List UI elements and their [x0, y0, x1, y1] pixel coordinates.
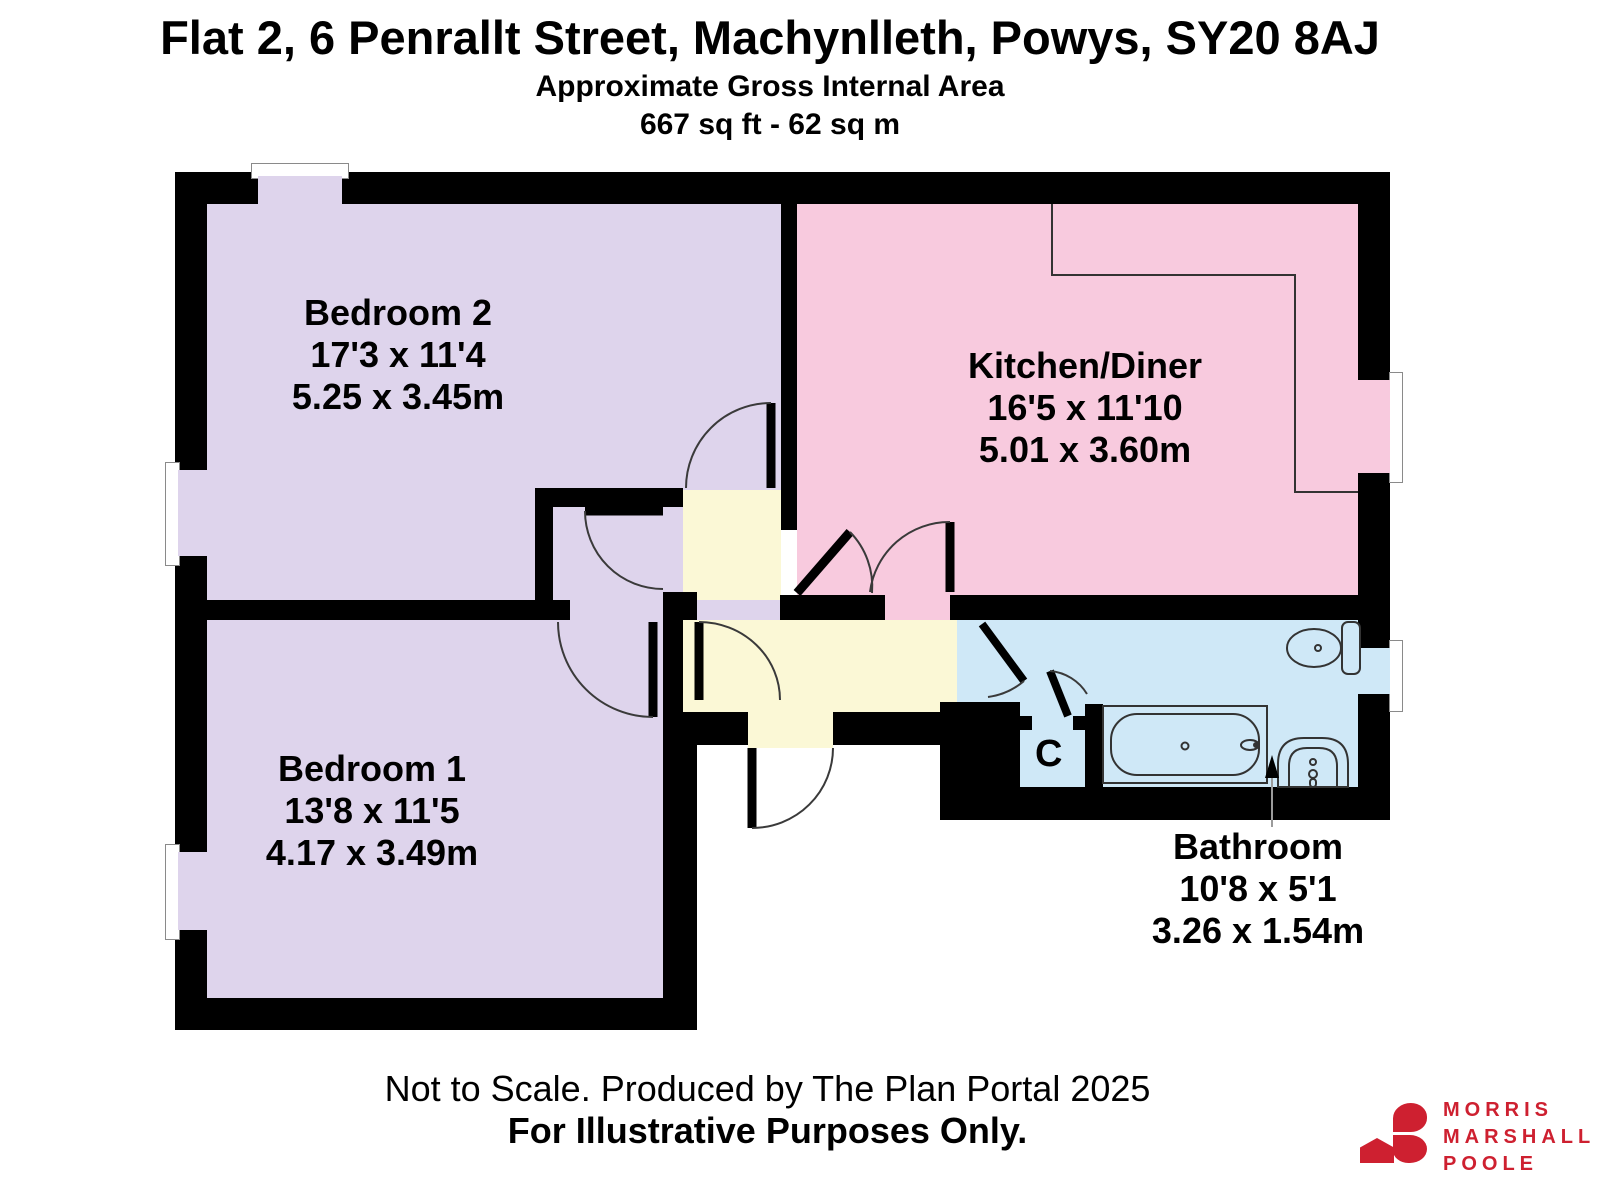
- label-bedroom-2: Bedroom 2 17'3 x 11'4 5.25 x 3.45m: [292, 292, 504, 418]
- door-arc-bathroom: [987, 680, 1025, 698]
- door-arc-passage: [698, 621, 781, 701]
- wall: [663, 620, 683, 712]
- door-arc-cupboard: [1049, 670, 1088, 695]
- room-name: Bedroom 1: [277, 748, 467, 789]
- door-arc-entrance: [751, 747, 834, 829]
- wall: [1085, 704, 1103, 788]
- wall: [1358, 172, 1390, 820]
- room-name: Bathroom: [1172, 826, 1343, 867]
- wall: [780, 595, 885, 620]
- header-area: 667 sq ft - 62 sq m: [639, 108, 901, 141]
- bath-icon: [1102, 705, 1268, 784]
- room-name: Kitchen/Diner: [967, 345, 1203, 386]
- agency-logo: MORRIS MARSHALL POOLE: [1330, 1085, 1590, 1180]
- agency-name-line: POOLE: [1443, 1153, 1539, 1175]
- header: Flat 2, 6 Penrallt Street, Machynlleth, …: [0, 0, 1540, 142]
- agency-name-line: MARSHALL: [1443, 1126, 1596, 1148]
- page-title: Flat 2, 6 Penrallt Street, Machynlleth, …: [160, 11, 1380, 64]
- label-bedroom-1: Bedroom 1 13'8 x 11'5 4.17 x 3.49m: [266, 748, 478, 874]
- wall: [940, 702, 1020, 788]
- window-bathroom: [1358, 648, 1390, 694]
- window-kitchen: [1358, 380, 1390, 473]
- wall: [207, 600, 570, 620]
- header-subtitle: Approximate Gross Internal Area: [535, 70, 1005, 103]
- label-kitchen-diner: Kitchen/Diner 16'5 x 11'10 5.01 x 3.60m: [968, 345, 1202, 471]
- wall: [663, 712, 697, 1030]
- wall: [940, 787, 1390, 820]
- door-arc-bedroom-2: [685, 402, 772, 489]
- hallway-upper: [683, 490, 781, 600]
- room-bedroom-1: [207, 618, 663, 1000]
- wall: [663, 592, 697, 620]
- door-arc-lobby: [584, 510, 664, 590]
- sink-icon: [1277, 737, 1349, 788]
- door-arc-kitchen-south: [869, 520, 951, 593]
- room-imperial: 13'8 x 11'5: [284, 790, 460, 831]
- room-kitchen-diner: [797, 204, 1358, 620]
- logo-petal-icon: [1393, 1103, 1427, 1132]
- wall: [535, 507, 553, 620]
- door-leaf-cupboard: [1046, 669, 1072, 718]
- label-cupboard: C: [1035, 733, 1063, 775]
- window-bedroom-2: [178, 470, 207, 556]
- logo-petal-icon: [1393, 1135, 1427, 1163]
- footer: Not to Scale. Produced by The Plan Porta…: [0, 1068, 1535, 1152]
- label-bathroom: Bathroom 10'8 x 5'1 3.26 x 1.54m: [1152, 826, 1364, 952]
- entrance-threshold: [748, 712, 833, 748]
- room-imperial: 16'5 x 11'10: [987, 387, 1183, 428]
- footer-disclaimer: Not to Scale. Produced by The Plan Porta…: [384, 1068, 1151, 1109]
- door-leaf-bathroom: [978, 621, 1028, 684]
- bay-window-bedroom-2: [258, 176, 342, 206]
- agency-name-line: MORRIS: [1443, 1099, 1553, 1121]
- wall: [781, 204, 797, 530]
- kitchen-step-outline: [1051, 204, 1358, 493]
- room-imperial: 17'3 x 11'4: [310, 334, 486, 375]
- window-bedroom-1: [178, 852, 207, 930]
- door-arc-kitchen-west: [849, 531, 874, 594]
- room-metric: 5.25 x 3.45m: [291, 376, 505, 417]
- agency-name: MORRIS MARSHALL POOLE: [1443, 1097, 1595, 1178]
- hallway-lower: [683, 620, 957, 712]
- room-metric: 5.01 x 3.60m: [978, 429, 1192, 470]
- room-metric: 3.26 x 1.54m: [1151, 910, 1365, 951]
- wall: [535, 488, 683, 507]
- room-metric: 4.17 x 3.49m: [265, 832, 479, 873]
- door-leaf-kitchen-west: [793, 529, 854, 596]
- wall: [175, 172, 1390, 204]
- wall: [833, 712, 957, 745]
- wall: [1073, 716, 1085, 730]
- wall: [175, 998, 697, 1030]
- wall: [950, 595, 1390, 620]
- room-imperial: 10'8 x 5'1: [1179, 868, 1337, 909]
- room-name: Bedroom 2: [303, 292, 493, 333]
- toilet-icon: [1286, 621, 1361, 675]
- footer-illustrative: For Illustrative Purposes Only.: [507, 1110, 1028, 1151]
- door-arc-bedroom-1: [557, 621, 654, 718]
- bathroom-pointer-arrow-icon: [1265, 755, 1279, 778]
- wall: [1020, 716, 1032, 730]
